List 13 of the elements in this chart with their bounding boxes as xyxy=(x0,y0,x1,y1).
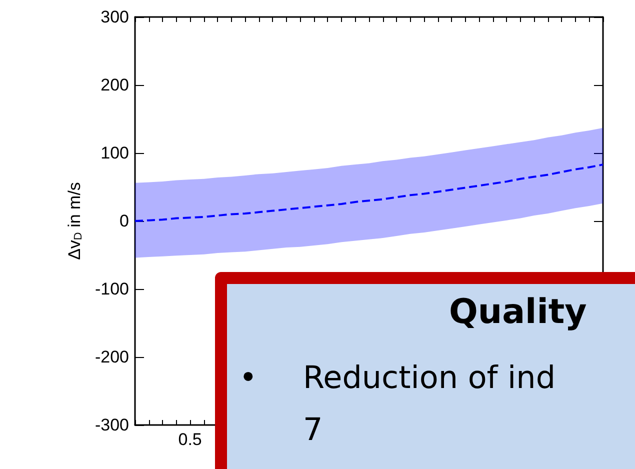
y-tick-label: 100 xyxy=(100,144,129,162)
x-tick-label: 0.5 xyxy=(178,430,202,449)
y-axis-title: ΔvD in m/s xyxy=(65,182,85,260)
y-tick-label: -100 xyxy=(94,280,129,298)
annotation: 7 xyxy=(303,411,324,450)
y-tick-label: 200 xyxy=(100,76,129,94)
y-tick-label: 0 xyxy=(120,212,129,230)
annotation: Reduction of ind xyxy=(303,359,556,398)
annotation: Quality xyxy=(449,292,587,332)
y-tick-label: -300 xyxy=(94,416,129,434)
annotation: • xyxy=(239,359,258,398)
y-tick-label: -200 xyxy=(94,348,129,366)
y-tick-label: 300 xyxy=(100,8,129,26)
